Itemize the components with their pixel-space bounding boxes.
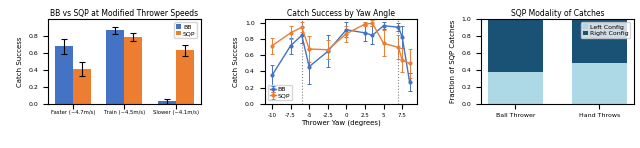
- Bar: [106, 30, 124, 104]
- X-axis label: Thrower Yaw (degrees): Thrower Yaw (degrees): [301, 120, 381, 126]
- Bar: [572, 63, 627, 104]
- Legend: BB, SQP: BB, SQP: [268, 85, 292, 100]
- Bar: [488, 71, 543, 104]
- Bar: [488, 19, 543, 71]
- Bar: [55, 46, 73, 104]
- Legend: BB, SQP: BB, SQP: [174, 22, 197, 38]
- Bar: [175, 50, 193, 104]
- Bar: [124, 37, 142, 104]
- Y-axis label: Catch Success: Catch Success: [17, 36, 23, 87]
- Legend: Left Config, Right Config: Left Config, Right Config: [581, 22, 630, 38]
- Title: Catch Success by Yaw Angle: Catch Success by Yaw Angle: [287, 9, 395, 18]
- Y-axis label: Fraction of SQP Catches: Fraction of SQP Catches: [450, 20, 456, 103]
- Bar: [157, 102, 175, 104]
- Bar: [572, 19, 627, 63]
- Title: SQP Modality of Catches: SQP Modality of Catches: [511, 9, 604, 18]
- Bar: [73, 69, 91, 104]
- Title: BB vs SQP at Modified Thrower Speeds: BB vs SQP at Modified Thrower Speeds: [50, 9, 198, 18]
- Y-axis label: Catch Success: Catch Success: [234, 36, 239, 87]
